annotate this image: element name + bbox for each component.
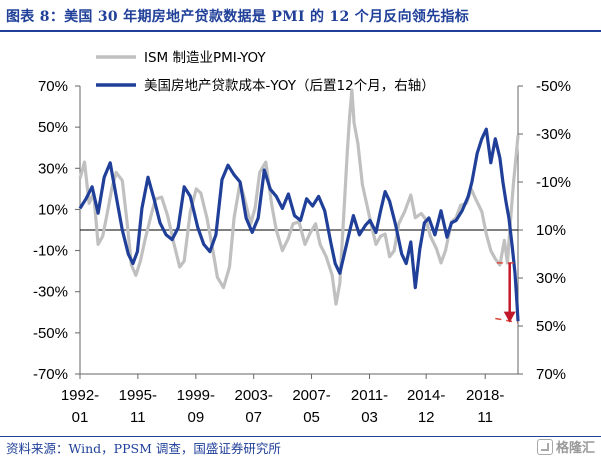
axes-layer: 70% 50% 30% 10% -10% -30% -50% -70% -50% -30% -10%…	[33, 78, 571, 426]
left-axis-tick-label: -50%	[33, 325, 68, 342]
x-axis-tick-label-year: 1992-	[61, 387, 99, 404]
x-axis-tick-label-month: 11	[477, 409, 493, 426]
annotation-layer	[495, 262, 519, 324]
watermark-logo-icon	[536, 439, 553, 455]
left-axis-tick-label: -10%	[33, 243, 68, 260]
chart-title: 图表 8：美国 30 年期房地产贷款数据是 PMI 的 12 个月反向领先指标	[6, 9, 470, 25]
watermark-text: 格隆汇	[555, 441, 595, 456]
title-divider	[0, 30, 601, 32]
left-axis-tick-label: 10%	[38, 201, 68, 218]
source-divider	[0, 436, 601, 437]
reference-dashed-line	[495, 317, 519, 324]
right-axis-tick-label: -50%	[536, 78, 571, 95]
x-axis-tick-label-month: 09	[187, 409, 204, 426]
right-axis-tick-label: 70%	[536, 366, 566, 383]
right-axis-tick-label: 10%	[536, 222, 566, 239]
right-axis-tick-label: 50%	[536, 318, 566, 335]
legend-label-mortgage: 美国房地产贷款成本-YOY（后置12个月，右轴）	[144, 78, 435, 94]
x-axis-tick-label-year: 2007-	[292, 387, 330, 404]
arrow-head	[503, 311, 516, 323]
watermark: 格隆汇	[536, 438, 595, 460]
left-axis-tick-label: -30%	[33, 284, 68, 301]
left-axis-tick-label: 50%	[38, 119, 68, 136]
x-axis-tick-label-year: 2003-	[235, 387, 273, 404]
right-axis-tick-label: -10%	[536, 174, 571, 191]
x-axis-tick-label-month: 07	[245, 409, 262, 426]
series-layer	[78, 88, 520, 322]
x-axis-tick-label-month: 11	[130, 409, 146, 426]
series-line-mortgage	[78, 127, 520, 322]
right-axis-tick-label: 30%	[536, 270, 566, 287]
legend-label-ism: ISM 制造业PMI-YOY	[144, 50, 266, 66]
x-axis-tick-label-year: 2018-	[466, 387, 504, 404]
left-axis-tick-label: -70%	[33, 366, 68, 383]
right-axis-tick-label: -30%	[536, 126, 571, 143]
x-axis-tick-label-month: 01	[72, 409, 89, 426]
left-axis-tick-label: 70%	[38, 78, 68, 95]
legend: ISM 制造业PMI-YOY 美国房地产贷款成本-YOY（后置12个月，右轴）	[96, 50, 435, 94]
x-axis-tick-label-year: 1999-	[177, 387, 215, 404]
x-axis-tick-label-month: 03	[361, 409, 378, 426]
x-axis-tick-label-month: 05	[303, 409, 320, 426]
x-axis-tick-label-year: 2014-	[407, 387, 445, 404]
source-note: 资料来源：Wind，PPSM 调查，国盛证券研究所	[6, 441, 281, 456]
x-axis-tick-label-month: 12	[418, 409, 435, 426]
left-axis-tick-label: 30%	[38, 160, 68, 177]
line-chart: 70% 50% 30% 10% -10% -30% -50% -70% -50% -30% -10%…	[33, 50, 571, 426]
series-line-ism	[78, 88, 520, 306]
x-axis-tick-label-year: 1995-	[119, 387, 157, 404]
x-axis-tick-label-year: 2011-	[351, 387, 388, 404]
